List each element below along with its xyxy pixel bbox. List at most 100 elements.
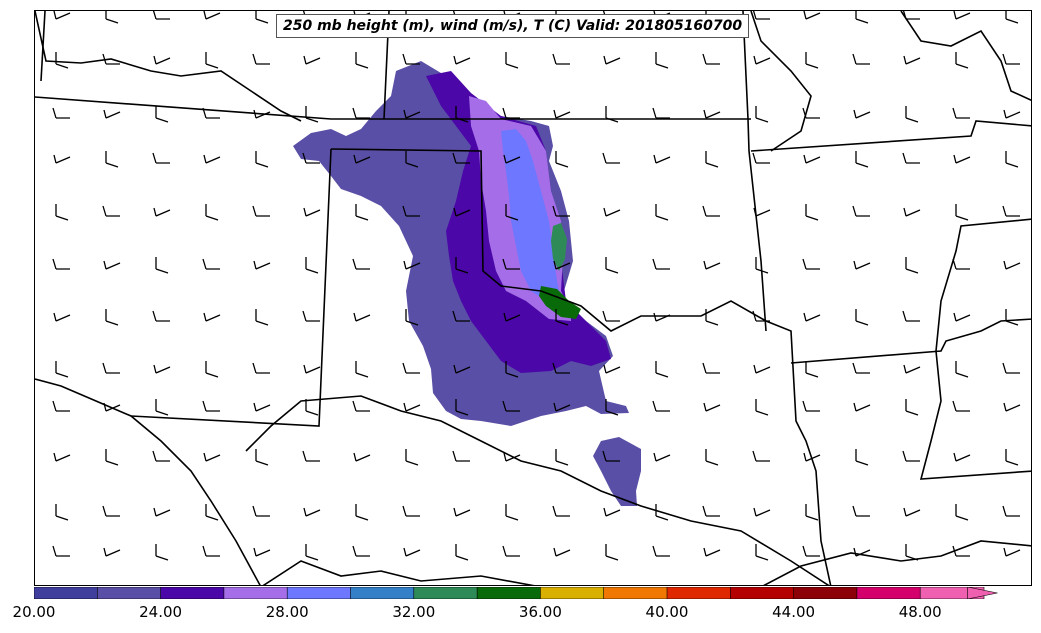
wind-barb (902, 310, 920, 322)
wind-barb (955, 361, 969, 378)
wind-barb (752, 310, 770, 322)
wind-barb (755, 399, 769, 416)
wind-barb (453, 507, 471, 517)
wind-barb (905, 399, 919, 416)
colorbar-segment (96, 587, 162, 599)
colorbar-tick-label: 36.00 (518, 603, 562, 621)
colorbar-tick-label: 48.00 (898, 603, 942, 621)
wind-barb (452, 152, 470, 164)
colorbar-segment (856, 587, 922, 599)
wind-barb (453, 207, 471, 217)
wind-barb (152, 450, 170, 462)
wind-barb (605, 399, 619, 416)
wind-barb (552, 53, 570, 65)
wind-barb (55, 361, 69, 378)
wind-barb (102, 505, 120, 517)
wind-barb (355, 52, 369, 69)
wind-barb (53, 312, 71, 322)
wind-barb (553, 260, 571, 270)
border-la-coast (763, 540, 1031, 585)
wind-barb (502, 400, 520, 412)
wind-barb (1003, 109, 1021, 119)
wind-barb (652, 545, 670, 557)
wind-barb (905, 106, 919, 123)
wind-barb (53, 452, 71, 462)
wind-barb (203, 154, 221, 164)
wind-barb (602, 152, 620, 164)
wind-barb (902, 152, 920, 164)
wind-barb (755, 106, 769, 123)
wind-barb (603, 207, 621, 217)
wind-barb (453, 364, 471, 374)
wind-barb (655, 361, 669, 378)
wind-barb (205, 361, 219, 378)
wind-barb (402, 53, 420, 65)
border-platte-river (35, 11, 302, 122)
wind-barb (455, 106, 469, 123)
wind-barb (305, 544, 319, 561)
wind-barb (652, 258, 670, 270)
wind-barb (1003, 402, 1021, 412)
colorbar-extend-arrow (967, 587, 998, 599)
wind-barb (453, 55, 471, 65)
wind-barb (502, 258, 520, 270)
wind-barb (753, 364, 771, 374)
wind-barb (805, 504, 819, 521)
wind-barb (702, 205, 720, 217)
wind-barb (902, 450, 920, 462)
wind-barb (255, 151, 269, 168)
wind-barb (602, 310, 620, 322)
wind-barb (805, 204, 819, 221)
wind-barb (153, 55, 171, 65)
wind-barb (703, 402, 721, 412)
border-missouri-river (750, 11, 812, 152)
wind-barb (252, 505, 270, 517)
colorbar-segment (413, 587, 478, 599)
wind-barb (503, 312, 521, 322)
wind-barb (503, 452, 521, 462)
wind-barb (953, 154, 971, 164)
wind-barb (853, 260, 871, 270)
wind-barb (252, 53, 270, 65)
wind-barb (753, 207, 771, 217)
wind-barb (553, 402, 571, 412)
wind-barb (52, 258, 70, 270)
border-gulf-coast (262, 560, 535, 585)
wind-barb (1005, 309, 1019, 326)
wind-barb (455, 257, 469, 274)
colorbar-segment (350, 587, 415, 599)
wind-barb (502, 545, 520, 557)
wind-barb (853, 402, 871, 412)
wind-barb (755, 544, 769, 561)
wind-barb (205, 52, 219, 69)
wind-barb (653, 312, 671, 322)
wind-barb (255, 11, 269, 24)
temperature-fill-layer (293, 61, 641, 506)
weather-map (35, 11, 1031, 585)
wind-barb (52, 107, 70, 119)
wind-barb (102, 53, 120, 65)
wind-barb (753, 507, 771, 517)
wind-barb (553, 109, 571, 119)
wind-barb (953, 312, 971, 322)
wind-barb (752, 11, 770, 20)
wind-barb (302, 152, 320, 164)
wind-barb (1002, 505, 1020, 517)
wind-barb (403, 402, 421, 412)
wind-barb (952, 258, 970, 270)
wind-barb (853, 109, 871, 119)
wind-barb (205, 204, 219, 221)
colorbar-tick-label: 32.00 (392, 603, 436, 621)
wind-barb (603, 507, 621, 517)
wind-barb (603, 364, 621, 374)
wind-barb (105, 449, 119, 466)
wind-barb (605, 106, 619, 123)
wind-barb (652, 400, 670, 412)
wind-barb (102, 205, 120, 217)
wind-barb (252, 205, 270, 217)
wind-barb (752, 152, 770, 164)
wind-barb (202, 400, 220, 412)
colorbar-tick-label: 24.00 (139, 603, 183, 621)
wind-barb (52, 400, 70, 412)
wind-barb (552, 505, 570, 517)
